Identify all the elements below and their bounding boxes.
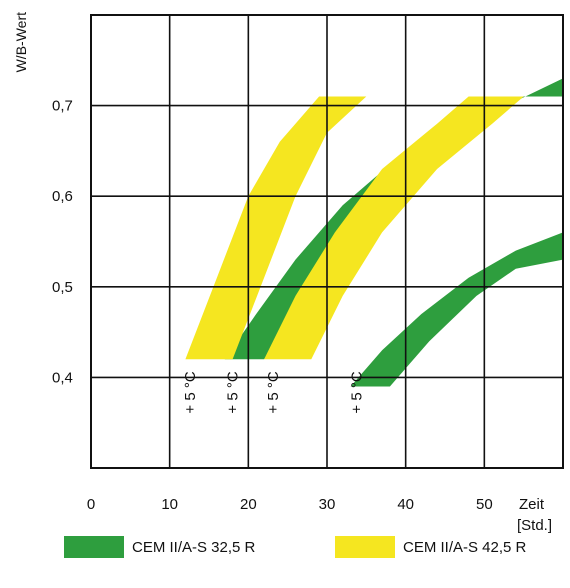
band-series-1-0 (185, 96, 367, 360)
y-tick-label-1: 0,5 (52, 279, 73, 296)
x-tick-label-1: 10 (161, 496, 178, 513)
x-tick-label-2: 20 (240, 496, 257, 513)
annotation-temp-0: + 5 °C (182, 371, 199, 413)
legend-label-cem-42-5: CEM II/A-S 42,5 R (403, 538, 527, 556)
y-tick-label-0: 0,4 (52, 369, 73, 386)
x-axis-unit: [Std.] (517, 517, 552, 534)
grid-layer (90, 14, 564, 469)
legend-label-cem-32-5: CEM II/A-S 32,5 R (132, 538, 256, 556)
x-tick-label-0: 0 (87, 496, 95, 513)
x-axis-label: Zeit (519, 496, 545, 513)
band-series-0-1 (350, 232, 563, 387)
y-tick-label-2: 0,6 (52, 188, 73, 205)
x-tick-label-3: 30 (319, 496, 336, 513)
legend-swatch-cem-32-5 (64, 536, 124, 558)
legend-item-cem-42-5: CEM II/A-S 42,5 R (335, 536, 526, 558)
bands-layer (185, 78, 563, 387)
labels-layer: 0,4 0,5 0,6 0,7 0 10 20 30 40 50 Zeit [Std.] W/B-Wer… (13, 12, 552, 534)
plot-frame (90, 14, 564, 469)
y-axis-label: W/B-Wert (13, 12, 29, 73)
annotation-temp-1: + 5 °C (224, 371, 241, 413)
legend-swatch-cem-42-5 (335, 536, 395, 558)
annotation-temp-3: + 5 °C (349, 371, 366, 413)
y-tick-label-3: 0,7 (52, 98, 73, 115)
annotation-temp-2: + 5 °C (265, 371, 282, 413)
band-series-1-1 (264, 96, 524, 360)
x-tick-label-4: 40 (397, 496, 414, 513)
legend-item-cem-32-5: CEM II/A-S 32,5 R (64, 536, 255, 558)
x-tick-label-5: 50 (476, 496, 493, 513)
